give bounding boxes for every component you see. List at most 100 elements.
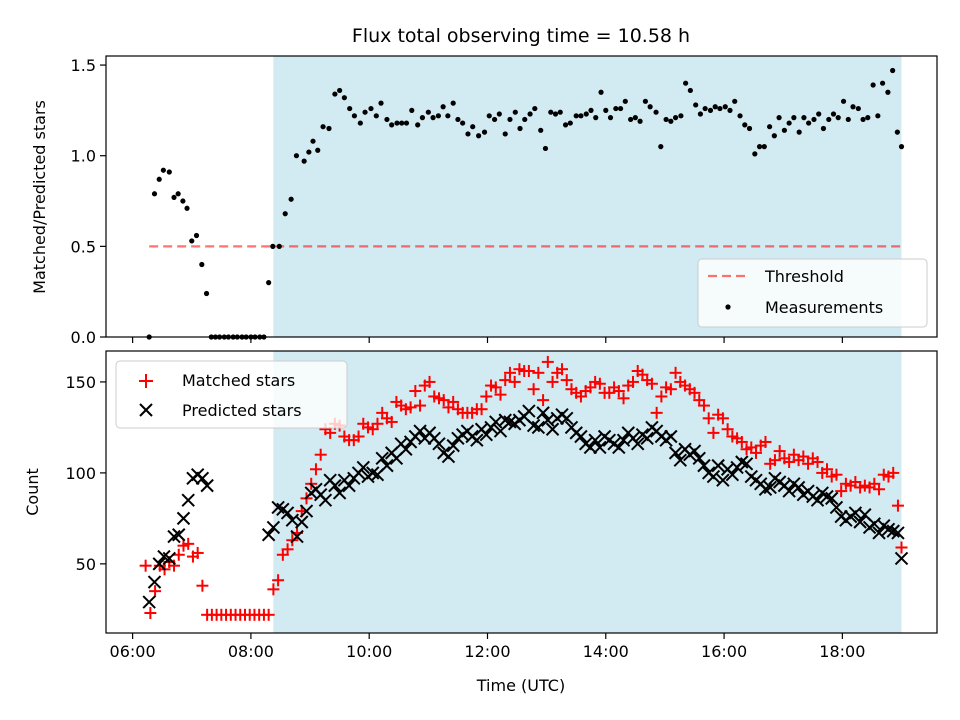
predicted-point [195,471,210,486]
matched-point [773,445,786,458]
bottom-shaded-region [273,351,902,633]
predicted-point [782,484,796,498]
matched-point [721,423,734,436]
measurement-point [171,194,177,201]
predicted-stars-series [142,404,909,609]
top-y-axis-ticks: 0.0 0.5 1.0 1.5 [71,56,106,347]
matched-point [352,430,365,443]
bottom-legend: Matched stars Predicted stars [115,360,348,429]
measurement-point [737,113,743,119]
predicted-point [181,493,195,507]
bottom-y-axis-ticks: 50 100 150 [65,373,106,574]
measurement-point [875,113,881,119]
matched-point [172,548,185,561]
measurement-point [486,113,492,119]
measurements-series [146,67,905,340]
measurement-point [801,115,807,121]
matched-point [830,468,843,481]
measurement-point [373,113,379,119]
measurement-point [603,107,609,113]
matched-point [688,386,701,399]
matched-point [541,355,554,368]
predicted-point [172,528,186,542]
x-tick-label: 12:00 [464,642,510,661]
matched-point [499,374,512,387]
legend-measurements-swatch [725,304,731,310]
measurement-point [697,111,704,117]
predicted-point [441,449,456,464]
bottom-plot-frame [105,350,938,634]
matched-point [480,390,493,403]
measurement-point [276,243,282,249]
measurement-point [637,118,643,124]
measurement-point [517,125,523,132]
predicted-point [711,458,725,473]
measurement-point [668,118,674,124]
measurement-point [835,115,841,121]
predicted-point [706,469,721,484]
matched-point [494,388,507,401]
measurement-point [653,109,659,115]
predicted-point [583,440,598,455]
measurement-point [368,105,374,112]
predicted-point [894,551,909,566]
predicted-point [328,478,342,493]
measurement-point [491,116,498,123]
measurement-point [855,105,861,112]
measurement-point [628,116,634,123]
predicted-point [692,451,706,466]
predicted-point [522,404,536,418]
measurement-point [430,115,436,121]
measurement-point [156,176,162,182]
predicted-point [697,458,711,473]
measurement-point [796,129,802,135]
measurement-point [435,113,441,119]
measurement-point [683,80,689,86]
matched-point [447,395,460,408]
measurement-point [767,124,773,130]
predicted-point [631,437,645,451]
matched-point [314,448,327,461]
predicted-point [881,522,896,537]
x-tick-label: 18:00 [819,642,865,661]
measurement-point [622,98,628,104]
measurement-point [419,115,426,121]
predicted-point [640,431,654,446]
measurement-point [786,120,792,126]
measurement-point [583,111,589,117]
matched-point [759,435,772,448]
matched-point [617,392,630,405]
measurement-point [732,98,738,104]
predicted-point [280,506,295,520]
predicted-point [820,489,834,504]
x-tick-label: 06:00 [110,642,156,661]
predicted-point [668,446,683,460]
measurement-point [455,116,461,123]
predicted-point [853,515,867,529]
matched-point [887,466,900,479]
matched-point [149,585,162,598]
top-legend-box [697,258,928,328]
matched-point [139,559,152,572]
measurement-point [578,113,584,119]
matched-point [267,583,280,596]
measurement-point [288,196,294,202]
measurement-point [332,91,338,97]
predicted-point [536,406,550,420]
y-tick-label: 50 [76,555,96,574]
measurement-point [548,109,554,115]
measurement-point [532,105,538,112]
measurement-point [415,122,421,128]
measurement-point [598,89,604,95]
matched-point [645,377,658,390]
measurement-point [722,104,728,110]
matched-point [196,579,209,592]
measurement-point [409,107,415,113]
x-tick-label: 14:00 [583,642,629,661]
matched-point [503,366,516,379]
predicted-point [399,442,413,456]
matched-point [669,366,682,379]
measurement-point [781,127,788,133]
measurement-point [860,116,866,123]
